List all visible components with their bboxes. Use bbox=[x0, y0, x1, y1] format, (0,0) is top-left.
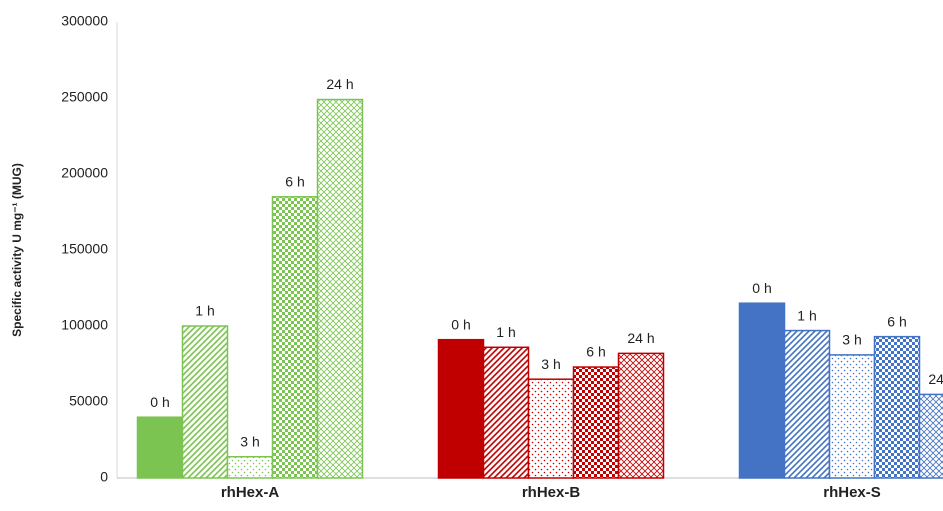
bar-label: 6 h bbox=[285, 174, 304, 190]
bar-label: 1 h bbox=[797, 307, 816, 323]
bar-label: 24 h bbox=[627, 330, 654, 346]
y-tick-label: 300000 bbox=[61, 13, 108, 29]
bar bbox=[527, 378, 575, 479]
bar bbox=[828, 354, 876, 479]
bar bbox=[226, 455, 274, 479]
bar-label: 3 h bbox=[541, 356, 560, 372]
bar-label: 0 h bbox=[150, 394, 169, 410]
y-tick-label: 150000 bbox=[61, 241, 108, 257]
bar-label: 6 h bbox=[887, 313, 906, 329]
bar bbox=[873, 335, 921, 479]
y-tick-label: 50000 bbox=[69, 393, 108, 409]
bar bbox=[738, 302, 786, 479]
y-tick-label: 100000 bbox=[61, 317, 108, 333]
bar-label: 24 h bbox=[928, 371, 943, 387]
bar bbox=[437, 338, 485, 479]
bar bbox=[181, 325, 229, 479]
bar-label: 0 h bbox=[752, 280, 771, 296]
bar-label: 1 h bbox=[496, 324, 515, 340]
y-tick-label: 200000 bbox=[61, 165, 108, 181]
bar-label: 3 h bbox=[842, 332, 861, 348]
bar-label: 24 h bbox=[326, 76, 353, 92]
bar bbox=[572, 366, 620, 479]
bar-label: 0 h bbox=[451, 316, 470, 332]
bar-label: 6 h bbox=[586, 344, 605, 360]
x-tick-label: rhHex-S bbox=[823, 484, 881, 501]
y-tick-label: 250000 bbox=[61, 89, 108, 105]
x-tick-label: rhHex-A bbox=[221, 484, 280, 501]
bar bbox=[482, 346, 530, 479]
bar bbox=[316, 98, 364, 479]
bar bbox=[617, 352, 665, 479]
y-tick-label: 0 bbox=[100, 469, 108, 485]
bar bbox=[271, 196, 319, 479]
bar bbox=[783, 329, 831, 479]
bar bbox=[918, 393, 943, 479]
bar-label: 1 h bbox=[195, 303, 214, 319]
y-axis-label: Specific activity U mg⁻¹ (MUG) bbox=[10, 163, 24, 337]
bar-label: 3 h bbox=[240, 433, 259, 449]
bar bbox=[136, 416, 184, 479]
x-tick-label: rhHex-B bbox=[522, 484, 581, 501]
